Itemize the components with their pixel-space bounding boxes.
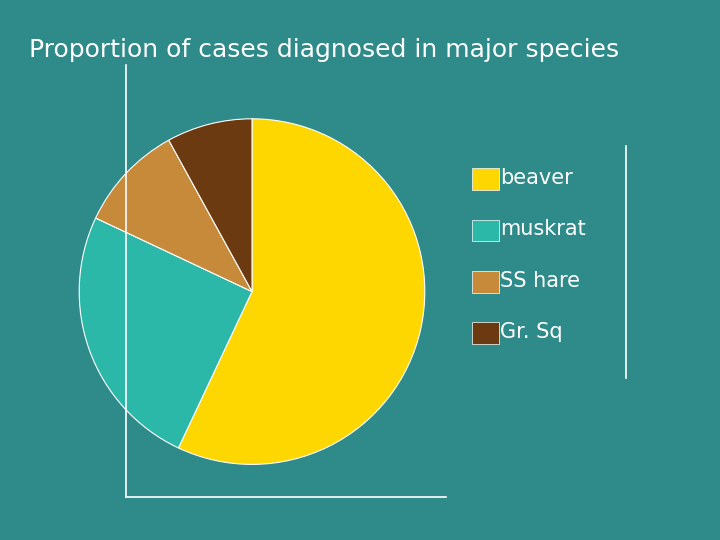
Text: beaver: beaver <box>500 168 573 188</box>
Text: muskrat: muskrat <box>500 219 586 240</box>
Text: Gr. Sq: Gr. Sq <box>500 322 563 342</box>
Wedge shape <box>96 140 252 292</box>
Text: Proportion of cases diagnosed in major species: Proportion of cases diagnosed in major s… <box>29 38 619 62</box>
Wedge shape <box>179 119 425 464</box>
Wedge shape <box>168 119 252 292</box>
Text: SS hare: SS hare <box>500 271 580 291</box>
Wedge shape <box>79 218 252 448</box>
